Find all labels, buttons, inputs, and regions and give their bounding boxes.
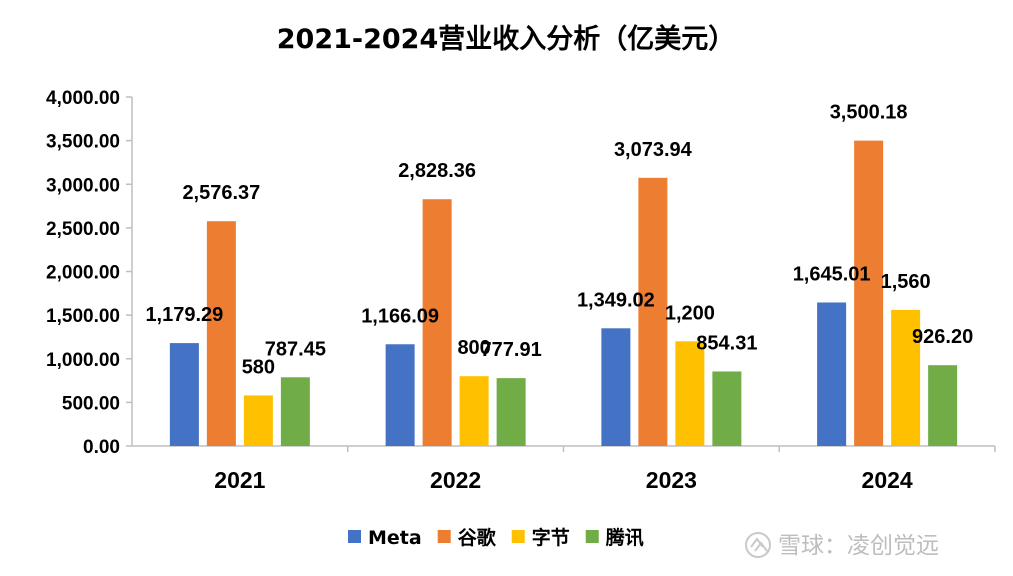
data-label: 2,828.36	[398, 160, 476, 182]
bar	[675, 341, 705, 446]
legend-swatch	[585, 530, 599, 543]
data-label: 580	[242, 356, 275, 378]
y-axis: 0.00 500.00 1,000.00 1,500.00 2,000.00 2,500.…	[46, 88, 133, 458]
legend-label: 谷歌	[458, 526, 497, 549]
y-tick-label: 3,000.00	[46, 175, 120, 196]
legend-label: 腾讯	[605, 526, 644, 549]
data-label: 3,073.94	[614, 139, 693, 161]
x-tick-label: 2024	[862, 467, 913, 493]
y-tick-label: 2,500.00	[46, 219, 120, 240]
y-tick-label: 500.00	[62, 393, 120, 414]
legend: Meta 谷歌 字节 腾讯	[348, 526, 644, 549]
data-label: 1,645.01	[793, 263, 871, 285]
y-tick-label: 3,500.00	[46, 132, 120, 153]
bar	[601, 328, 631, 446]
legend-swatch	[348, 530, 361, 543]
bar	[891, 309, 921, 446]
bar	[928, 365, 958, 446]
y-tick-label: 4,000.00	[46, 88, 120, 109]
data-labels-layer: 1,179.29 1,166.09 1,349.02 1,645.01 2,576.37…	[145, 102, 973, 379]
bar	[638, 177, 668, 446]
data-label: 777.91	[481, 339, 542, 361]
bar	[422, 199, 452, 446]
bar	[817, 302, 847, 446]
x-tick-label: 2022	[430, 467, 481, 493]
legend-label: 字节	[532, 526, 570, 549]
data-label: 2,576.37	[182, 182, 260, 204]
y-tick-label: 1,000.00	[46, 350, 120, 371]
bar	[459, 376, 489, 446]
x-axis: 2021 2022 2023 2024	[132, 445, 996, 493]
data-label: 1,179.29	[145, 304, 223, 326]
data-label: 926.20	[912, 326, 973, 348]
watermark-text: 雪球：凌创觉远	[778, 533, 939, 559]
bar	[243, 395, 273, 446]
data-label: 3,500.18	[830, 102, 908, 124]
data-label: 1,560	[881, 271, 931, 293]
chart-title: 2021-2024营业收入分析（亿美元）	[277, 23, 736, 55]
bar	[206, 221, 236, 446]
legend-label: Meta	[368, 527, 422, 549]
bar	[385, 344, 415, 446]
watermark-logo-icon	[745, 532, 771, 558]
bar	[712, 371, 742, 446]
x-tick-label: 2021	[214, 467, 265, 493]
x-tick-label: 2023	[646, 467, 697, 493]
data-label: 1,349.02	[577, 289, 655, 311]
bar	[496, 378, 526, 446]
legend-swatch	[437, 530, 451, 543]
bars-layer	[169, 140, 958, 446]
watermark: 雪球：凌创觉远	[745, 532, 939, 559]
y-tick-label: 1,500.00	[46, 306, 120, 327]
bar	[280, 377, 310, 446]
data-label: 1,200	[665, 302, 715, 324]
bar	[854, 140, 884, 446]
data-label: 1,166.09	[361, 305, 439, 327]
bar	[169, 343, 199, 446]
data-label: 787.45	[265, 338, 326, 360]
data-label: 800	[457, 337, 490, 359]
y-tick-label: 2,000.00	[46, 263, 120, 284]
data-label: 854.31	[696, 332, 757, 354]
legend-swatch	[511, 530, 525, 543]
y-tick-label: 0.00	[83, 437, 120, 458]
